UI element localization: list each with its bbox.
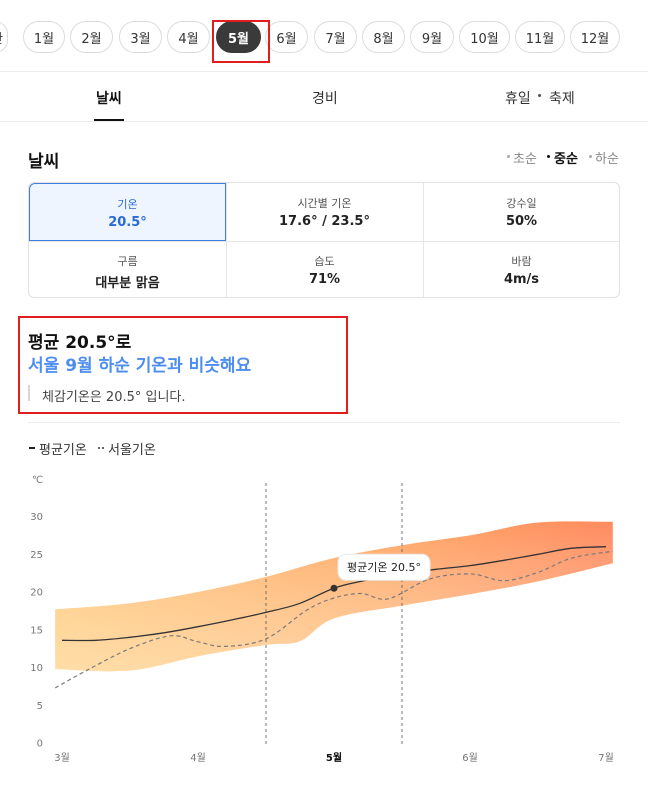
y-tick-30: 30 — [30, 512, 43, 523]
month-pill-partial[interactable]: 한 — [0, 21, 8, 53]
month-pill-3[interactable]: 3월 — [119, 21, 162, 53]
stat-rain-label: 강수일 — [423, 195, 620, 211]
tab-holiday[interactable]: 휴일 — [505, 88, 531, 108]
selected-month-highlight — [212, 20, 270, 63]
stat-temperature-value: 20.5° — [30, 215, 225, 230]
tab-separator-dot — [538, 94, 541, 97]
month-pill-8[interactable]: 8월 — [362, 21, 405, 53]
x-tick-2: 4월 — [190, 752, 206, 764]
tab-weather[interactable]: 날씨 — [96, 88, 122, 108]
period-late[interactable]: 하순 — [595, 148, 619, 167]
stat-temperature[interactable]: 기온 20.5° — [29, 183, 226, 241]
month-pill-10[interactable]: 10월 — [459, 21, 510, 53]
legend-average: 평균기온 — [39, 439, 87, 458]
y-axis-unit: ℃ — [32, 475, 43, 486]
period-dot-early — [507, 155, 510, 158]
stat-hourly-temperature[interactable]: 시간별 기온 17.6° / 23.5° — [226, 183, 423, 241]
tab-bar: 날씨 경비 휴일 축제 — [0, 72, 648, 122]
stat-humidity-label: 습도 — [226, 253, 423, 269]
summary-average: 평균 20.5°로 — [28, 328, 131, 353]
stat-hourly-label: 시간별 기온 — [226, 195, 423, 211]
month-pill-1[interactable]: 1월 — [23, 21, 65, 53]
month-pill-12[interactable]: 12월 — [570, 21, 620, 53]
period-dot-mid — [547, 155, 550, 158]
summary-comparison: 서울 9월 하순 기온과 비슷해요 — [28, 351, 251, 376]
stat-cloud[interactable]: 구름 대부분 맑음 — [29, 241, 226, 298]
y-tick-10: 10 — [30, 663, 43, 674]
stat-wind-value: 4m/s — [423, 272, 620, 287]
y-tick-5: 5 — [37, 701, 43, 712]
stat-cloud-label: 구름 — [29, 253, 226, 269]
stat-rain-value: 50% — [423, 214, 620, 229]
temperature-range-band-fade — [55, 521, 613, 671]
stat-cloud-value: 대부분 맑음 — [29, 272, 226, 291]
stat-wind-label: 바람 — [423, 253, 620, 269]
period-early[interactable]: 초순 — [513, 148, 537, 167]
month-selector: 한 1월 2월 3월 4월 5월 6월 7월 8월 9월 10월 11월 12월 — [0, 0, 648, 72]
month-pill-7[interactable]: 7월 — [314, 21, 357, 53]
tooltip-label: 평균기온 20.5° — [347, 561, 421, 574]
y-tick-0: 0 — [37, 739, 43, 750]
x-tick-1: 3월 — [54, 752, 70, 764]
y-tick-20: 20 — [30, 588, 43, 599]
weather-section-title: 날씨 — [28, 147, 59, 172]
month-pill-6[interactable]: 6월 — [265, 21, 308, 53]
y-tick-15: 15 — [30, 625, 43, 636]
month-pill-9[interactable]: 9월 — [410, 21, 454, 53]
summary-feels-like: 체감기온은 20.5° 입니다. — [42, 386, 186, 405]
stat-wind[interactable]: 바람 4m/s — [423, 241, 620, 298]
month-pill-2[interactable]: 2월 — [70, 21, 113, 53]
weather-stats-grid: 기온 20.5° 시간별 기온 17.6° / 23.5° 강수일 50% 구름… — [28, 182, 620, 298]
stat-hourly-value: 17.6° / 23.5° — [226, 214, 423, 229]
stat-rain-days[interactable]: 강수일 50% — [423, 183, 620, 241]
legend-dashed-line-icon — [98, 447, 100, 449]
stat-humidity[interactable]: 습도 71% — [226, 241, 423, 298]
stat-temperature-label: 기온 — [30, 196, 225, 212]
y-tick-25: 25 — [30, 550, 43, 561]
section-divider — [28, 422, 620, 423]
active-tab-indicator — [94, 119, 124, 121]
month-pill-11[interactable]: 11월 — [515, 21, 565, 53]
summary-quote-bar — [28, 385, 30, 401]
stat-humidity-value: 71% — [226, 272, 423, 287]
legend-solid-line-icon — [29, 447, 35, 449]
tab-cost[interactable]: 경비 — [312, 88, 338, 108]
tab-festival[interactable]: 축제 — [549, 88, 575, 108]
x-tick-4: 6월 — [462, 752, 478, 764]
average-marker-point[interactable] — [331, 585, 338, 592]
legend-seoul: 서울기온 — [108, 439, 156, 458]
period-mid[interactable]: 중순 — [554, 148, 578, 167]
temperature-chart: ℃ 0 5 10 15 20 25 30 평균기온 20.5° 3월 4월 5월 6월 7월 — [0, 465, 648, 785]
x-tick-5: 7월 — [598, 752, 614, 764]
month-pill-4[interactable]: 4월 — [167, 21, 210, 53]
period-dot-late — [589, 155, 592, 158]
legend-dashed-line-icon-2 — [102, 447, 104, 449]
x-tick-3: 5월 — [326, 752, 342, 764]
